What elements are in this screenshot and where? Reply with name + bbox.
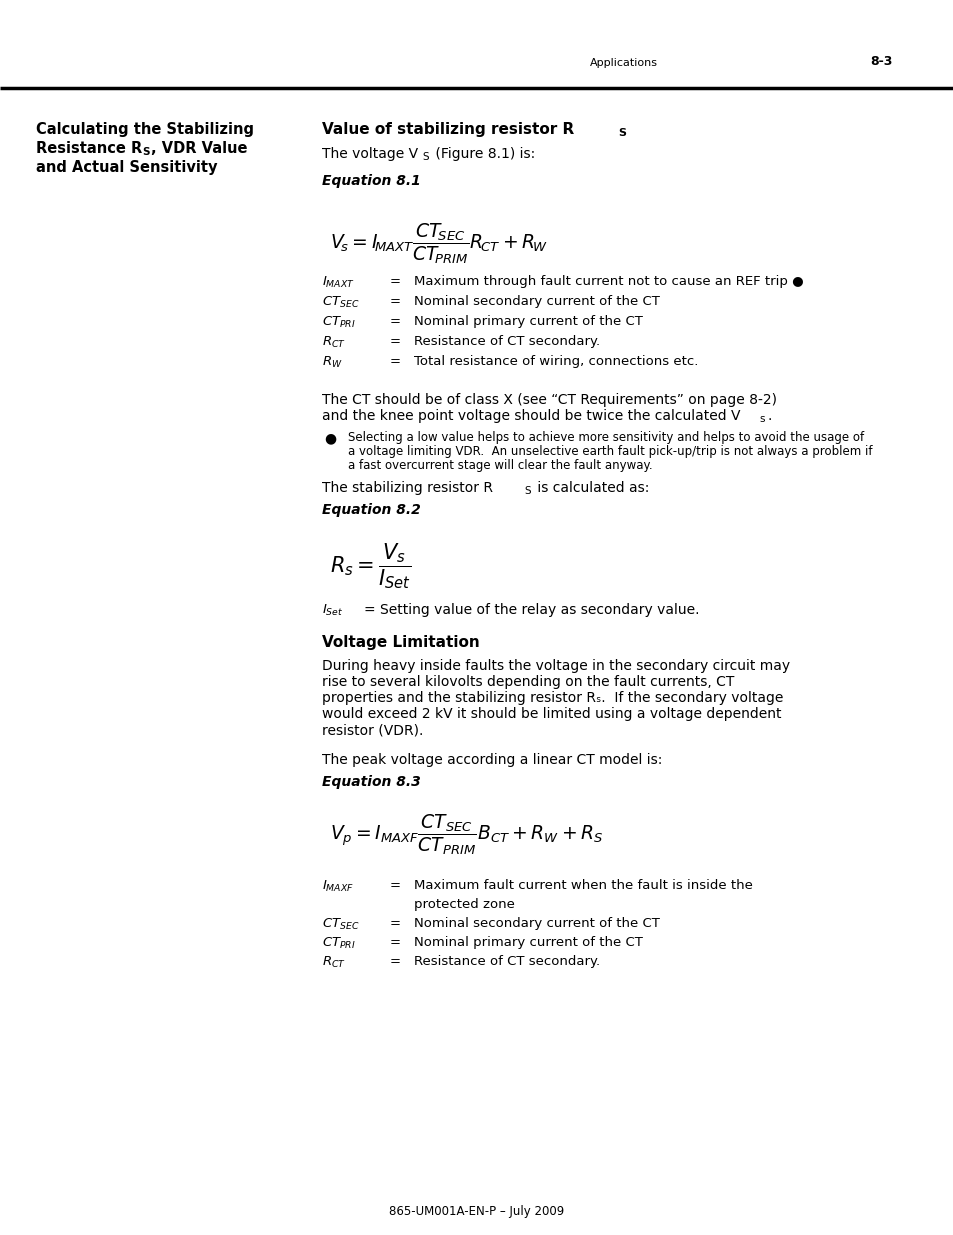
Text: =: = bbox=[390, 335, 400, 348]
Text: .: . bbox=[767, 409, 772, 424]
Text: The peak voltage according a linear CT model is:: The peak voltage according a linear CT m… bbox=[322, 753, 661, 767]
Text: S: S bbox=[142, 147, 150, 157]
Text: and the knee point voltage should be twice the calculated V: and the knee point voltage should be twi… bbox=[322, 409, 740, 424]
Text: Calculating the Stabilizing: Calculating the Stabilizing bbox=[36, 122, 253, 137]
Text: S: S bbox=[523, 487, 530, 496]
Text: $R_s = \dfrac{V_s}{I_{Set}}$: $R_s = \dfrac{V_s}{I_{Set}}$ bbox=[330, 541, 411, 590]
Text: a voltage limiting VDR.  An unselective earth fault pick-up/trip is not always a: a voltage limiting VDR. An unselective e… bbox=[348, 445, 872, 458]
Text: resistor (VDR).: resistor (VDR). bbox=[322, 722, 423, 737]
Text: Maximum through fault current not to cause an REF trip ●: Maximum through fault current not to cau… bbox=[414, 275, 802, 288]
Text: $CT_{SEC}$: $CT_{SEC}$ bbox=[322, 918, 359, 932]
Text: $R_{CT}$: $R_{CT}$ bbox=[322, 955, 346, 971]
Text: The CT should be of class X (see “CT Requirements” on page 8-2): The CT should be of class X (see “CT Req… bbox=[322, 393, 776, 408]
Text: Value of stabilizing resistor R: Value of stabilizing resistor R bbox=[322, 122, 574, 137]
Text: =: = bbox=[390, 936, 400, 948]
Text: =: = bbox=[390, 918, 400, 930]
Text: and Actual Sensitivity: and Actual Sensitivity bbox=[36, 161, 217, 175]
Text: $I_{Set}$: $I_{Set}$ bbox=[322, 603, 343, 618]
Text: (Figure 8.1) is:: (Figure 8.1) is: bbox=[431, 147, 535, 161]
Text: S: S bbox=[618, 128, 625, 138]
Text: The voltage V: The voltage V bbox=[322, 147, 417, 161]
Text: =: = bbox=[390, 955, 400, 968]
Text: a fast overcurrent stage will clear the fault anyway.: a fast overcurrent stage will clear the … bbox=[348, 459, 652, 472]
Text: Equation 8.1: Equation 8.1 bbox=[322, 174, 420, 188]
Text: s: s bbox=[759, 414, 763, 424]
Text: Voltage Limitation: Voltage Limitation bbox=[322, 635, 479, 650]
Text: protected zone: protected zone bbox=[414, 898, 515, 911]
Text: Applications: Applications bbox=[589, 58, 658, 68]
Text: $R_{CT}$: $R_{CT}$ bbox=[322, 335, 346, 350]
Text: Maximum fault current when the fault is inside the: Maximum fault current when the fault is … bbox=[414, 879, 752, 892]
Text: $V_p = I_{MAXF} \dfrac{CT_{SEC}}{CT_{PRIM}} B_{CT} + R_W + R_S$: $V_p = I_{MAXF} \dfrac{CT_{SEC}}{CT_{PRI… bbox=[330, 813, 603, 857]
Text: ●: ● bbox=[324, 431, 335, 445]
Text: is calculated as:: is calculated as: bbox=[533, 480, 649, 495]
Text: =: = bbox=[390, 354, 400, 368]
Text: Selecting a low value helps to achieve more sensitivity and helps to avoid the u: Selecting a low value helps to achieve m… bbox=[348, 431, 863, 445]
Text: 8-3: 8-3 bbox=[869, 56, 891, 68]
Text: Resistance R: Resistance R bbox=[36, 141, 142, 156]
Text: =: = bbox=[390, 295, 400, 308]
Text: Nominal primary current of the CT: Nominal primary current of the CT bbox=[414, 936, 642, 948]
Text: The stabilizing resistor R: The stabilizing resistor R bbox=[322, 480, 493, 495]
Text: , VDR Value: , VDR Value bbox=[151, 141, 247, 156]
Text: Nominal primary current of the CT: Nominal primary current of the CT bbox=[414, 315, 642, 329]
Text: Resistance of CT secondary.: Resistance of CT secondary. bbox=[414, 335, 599, 348]
Text: $V_{\!s} = I_{\!MAXT} \dfrac{CT_{\!SEC}}{CT_{\!PRIM}} R_{\!CT} + R_{\!W}$: $V_{\!s} = I_{\!MAXT} \dfrac{CT_{\!SEC}}… bbox=[330, 222, 547, 267]
Text: Equation 8.3: Equation 8.3 bbox=[322, 776, 420, 789]
Text: Total resistance of wiring, connections etc.: Total resistance of wiring, connections … bbox=[414, 354, 698, 368]
Text: $CT_{SEC}$: $CT_{SEC}$ bbox=[322, 295, 359, 310]
Text: properties and the stabilizing resistor Rₛ.  If the secondary voltage: properties and the stabilizing resistor … bbox=[322, 692, 782, 705]
Text: rise to several kilovolts depending on the fault currents, CT: rise to several kilovolts depending on t… bbox=[322, 676, 734, 689]
Text: would exceed 2 kV it should be limited using a voltage dependent: would exceed 2 kV it should be limited u… bbox=[322, 706, 781, 721]
Text: Equation 8.2: Equation 8.2 bbox=[322, 503, 420, 517]
Text: =: = bbox=[390, 879, 400, 892]
Text: $CT_{PRI}$: $CT_{PRI}$ bbox=[322, 936, 355, 951]
Text: $I_{MAXT}$: $I_{MAXT}$ bbox=[322, 275, 355, 290]
Text: $I_{MAXF}$: $I_{MAXF}$ bbox=[322, 879, 354, 894]
Text: During heavy inside faults the voltage in the secondary circuit may: During heavy inside faults the voltage i… bbox=[322, 659, 789, 673]
Text: S: S bbox=[421, 152, 428, 162]
Text: $R_{W}$: $R_{W}$ bbox=[322, 354, 342, 370]
Text: Nominal secondary current of the CT: Nominal secondary current of the CT bbox=[414, 295, 659, 308]
Text: Nominal secondary current of the CT: Nominal secondary current of the CT bbox=[414, 918, 659, 930]
Text: 865-UM001A-EN-P – July 2009: 865-UM001A-EN-P – July 2009 bbox=[389, 1205, 564, 1218]
Text: =: = bbox=[390, 275, 400, 288]
Text: =: = bbox=[390, 315, 400, 329]
Text: = Setting value of the relay as secondary value.: = Setting value of the relay as secondar… bbox=[364, 603, 699, 618]
Text: Resistance of CT secondary.: Resistance of CT secondary. bbox=[414, 955, 599, 968]
Text: $CT_{PRI}$: $CT_{PRI}$ bbox=[322, 315, 355, 330]
